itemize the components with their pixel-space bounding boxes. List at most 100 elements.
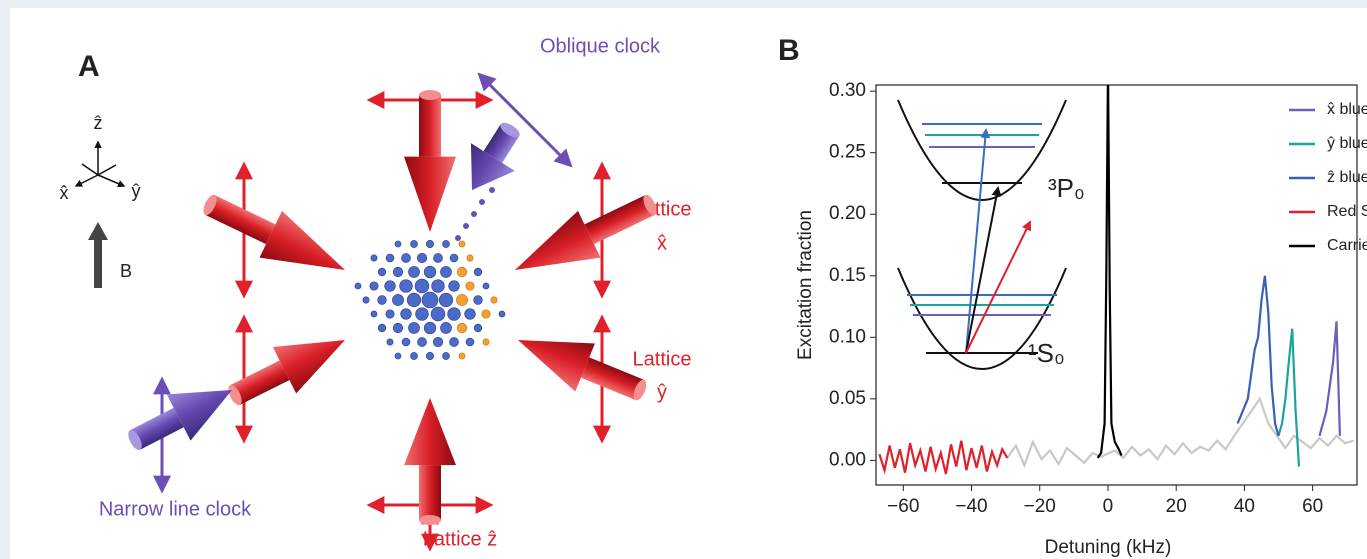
atom [394, 352, 402, 360]
atom [448, 280, 460, 292]
panel-label: B [778, 34, 800, 67]
y-tick-label: 0.15 [829, 265, 866, 286]
atom [423, 321, 437, 335]
x-tick-label: 60 [1302, 496, 1323, 517]
atom [447, 307, 461, 321]
beam-cone [404, 156, 456, 232]
lattice-beam [404, 90, 456, 232]
y-axis-label: Excitation fraction [795, 210, 816, 360]
atom [370, 310, 378, 318]
atom [473, 267, 483, 277]
atom [473, 295, 483, 305]
lattice-beam [228, 339, 346, 406]
atom [377, 295, 387, 305]
clock-dot [489, 187, 495, 193]
atom [423, 265, 437, 279]
lattice-x-label: x̂ [657, 232, 667, 254]
atom [401, 253, 411, 263]
field-arrow [88, 222, 108, 288]
series-line [878, 440, 1009, 475]
atom [449, 253, 459, 263]
atom [385, 309, 395, 319]
atom [430, 306, 446, 322]
lattice-beam [517, 340, 647, 401]
atom [392, 266, 404, 278]
beam-body [419, 465, 441, 520]
atom [426, 352, 434, 360]
upper-state-label: ³P₀ [1048, 173, 1085, 203]
atom [369, 281, 379, 291]
x-tick-label: 20 [1166, 496, 1187, 517]
beam-end [633, 379, 647, 401]
beam-cone [517, 340, 595, 392]
beam-body [230, 360, 290, 405]
atom [458, 352, 466, 360]
beam-cone [259, 210, 345, 270]
atom [440, 266, 452, 278]
series-line [1236, 275, 1280, 437]
atom [384, 280, 396, 292]
atom [416, 252, 428, 264]
clock-dot [471, 211, 477, 217]
lattice-y-label: ŷ [657, 381, 667, 403]
atom [431, 279, 445, 293]
atom [414, 278, 430, 294]
x-tick-label: −20 [1024, 496, 1056, 517]
atom [473, 323, 483, 333]
x-axis-label: Detuning (kHz) [1045, 537, 1172, 558]
lower-state-label: ¹S₀ [1028, 338, 1065, 368]
atom [449, 337, 459, 347]
atom [400, 308, 412, 320]
atom [456, 294, 468, 306]
field-label: B [120, 261, 132, 281]
series-line [1096, 85, 1123, 459]
atom [426, 240, 434, 248]
series-line [1318, 321, 1341, 437]
beam-cone [404, 398, 456, 466]
atom [377, 267, 387, 277]
lattice-beam [203, 194, 345, 270]
atom [465, 337, 475, 347]
narrow-line-clock-label: Narrow line clock [99, 498, 252, 520]
legend-label: x̂ blue SB [1327, 101, 1367, 118]
legend-label: ẑ blue SB [1327, 169, 1367, 186]
beam-cone [470, 143, 515, 191]
beam-body [205, 195, 276, 245]
panel-label: A [78, 50, 100, 83]
beam-end [419, 90, 441, 100]
axis-y-label: ŷ [132, 181, 141, 201]
series-line [1277, 328, 1301, 467]
beam-cone [166, 389, 232, 441]
x-tick-label: 0 [1103, 496, 1114, 517]
lattice-y-label: Lattice [633, 348, 692, 370]
legend-label: Carrier [1327, 237, 1367, 254]
beam-end [203, 194, 217, 216]
clock-beam [470, 122, 520, 191]
axis-x-label: x̂ [60, 183, 69, 203]
atom [408, 266, 420, 278]
atom [456, 266, 468, 278]
beam-end [419, 515, 441, 525]
atom [394, 240, 402, 248]
atom [406, 292, 422, 308]
legend-label: ŷ blue SB [1327, 135, 1367, 152]
beam-end [643, 194, 657, 216]
atom [466, 254, 474, 262]
panel-a: A ẑ x̂ ŷ B Oblique clock Lattice x̂ Latt… [60, 35, 692, 552]
legend-label: Red SBs [1327, 203, 1367, 220]
lattice-beam [404, 398, 456, 525]
atom [392, 294, 404, 306]
lattice-z-label: Lattice ẑ [423, 528, 497, 550]
beam-body [580, 357, 645, 401]
y-tick-label: 0.00 [829, 449, 866, 470]
atom [362, 296, 370, 304]
clock-dot [463, 223, 469, 229]
beam-cone [515, 210, 601, 271]
polarization-arrow [477, 72, 573, 168]
atom [490, 296, 498, 304]
y-tick-label: 0.20 [829, 203, 866, 224]
beam-body [584, 195, 655, 245]
y-tick-label: 0.25 [829, 142, 866, 163]
atom [440, 322, 452, 334]
beam-body [419, 95, 441, 157]
